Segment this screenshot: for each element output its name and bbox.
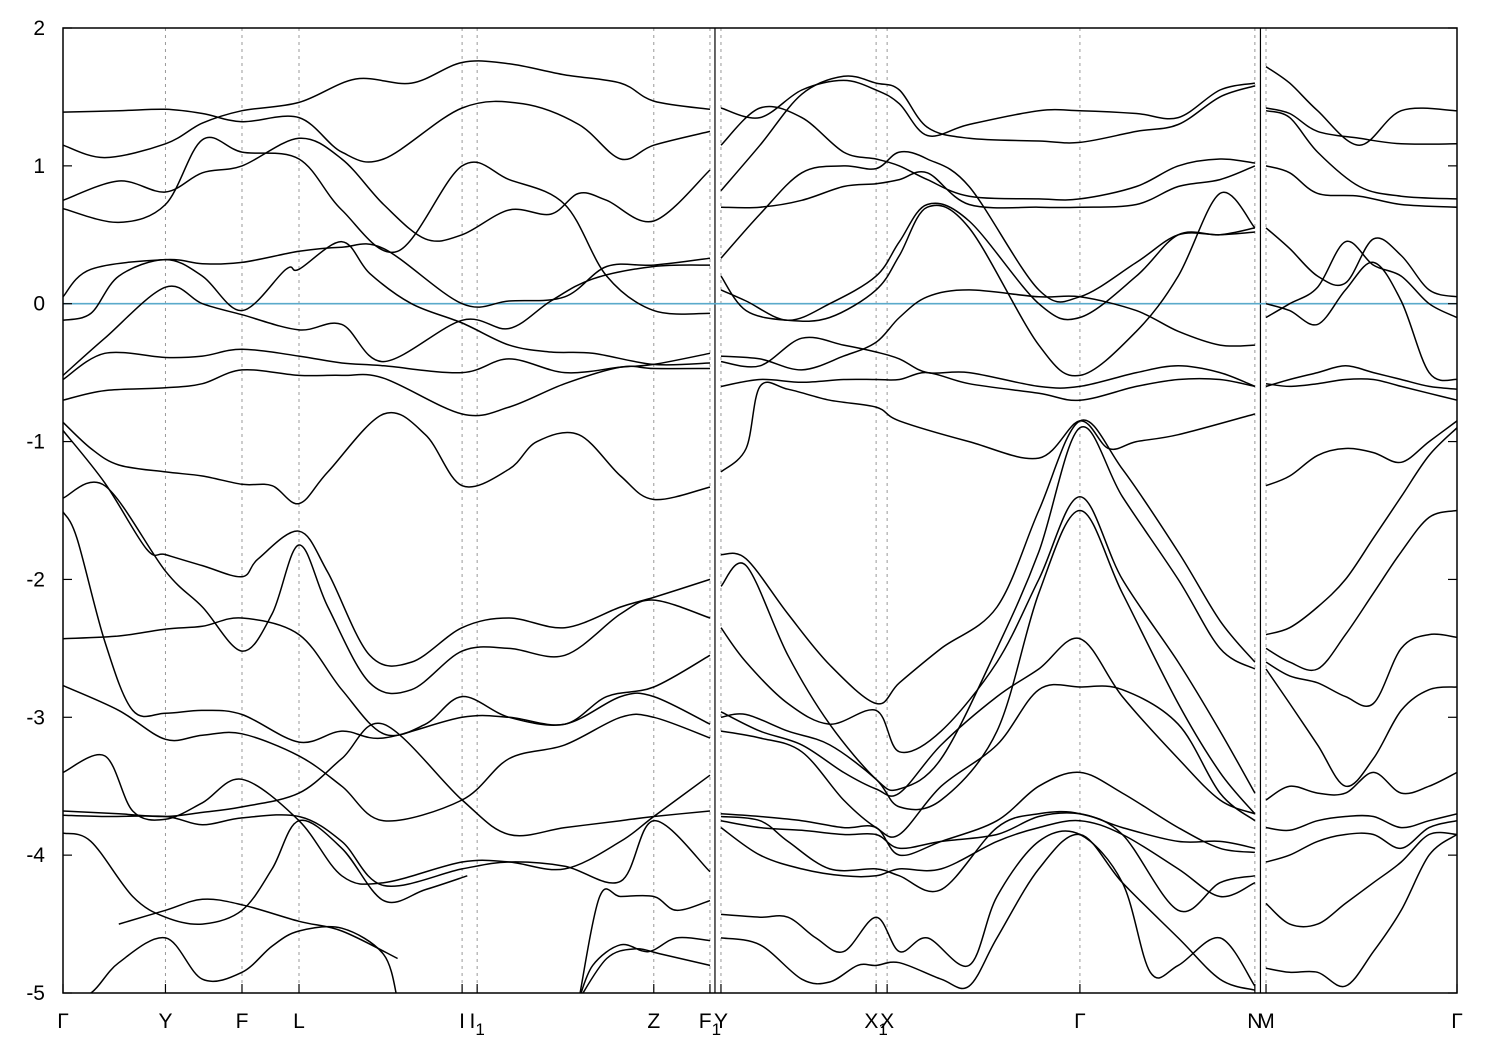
x-tick-label: Γ [1074, 1010, 1086, 1033]
y-axis: 2 1 0 -1 -2 -3 -4 -5 [26, 17, 1457, 1005]
band-line-61 [1265, 668, 1457, 787]
band-line-1 [63, 100, 711, 163]
x-tick-label: Y [158, 1010, 172, 1033]
band-line-8 [63, 348, 711, 381]
band-line-47 [720, 833, 1256, 991]
band-line-50 [1265, 109, 1457, 200]
band-line-40 [720, 637, 1256, 815]
band-line-41 [720, 683, 1256, 838]
y-tick-label: -1 [26, 431, 45, 454]
band-line-64 [1265, 819, 1457, 863]
band-line-19 [63, 819, 468, 926]
band-line-52 [1265, 227, 1457, 298]
band-line-22 [579, 888, 711, 993]
band-line-16 [63, 753, 711, 886]
x-tick-label: X1 [864, 1010, 887, 1039]
band-line-5 [63, 243, 711, 308]
band-line-34 [720, 371, 1256, 402]
y-tick-label: 2 [33, 17, 45, 40]
band-line-42 [720, 771, 1255, 857]
band-line-12 [63, 481, 711, 695]
band-line-11 [63, 430, 711, 667]
band-line-63 [1265, 813, 1457, 832]
band-line-2 [63, 60, 711, 159]
x-tick-label: Γ [1451, 1010, 1463, 1033]
band-line-25 [720, 79, 1256, 137]
band-line-18 [63, 814, 711, 888]
band-line-48 [1265, 65, 1457, 146]
band-line-57 [1265, 420, 1457, 487]
band-line-15 [63, 684, 711, 822]
band-line-24 [582, 948, 711, 993]
y-tick-label: -5 [26, 982, 45, 1005]
band-line-38 [720, 495, 1256, 794]
grid-layer [164, 28, 1267, 993]
band-line-9 [63, 365, 711, 417]
band-line-7 [63, 264, 711, 376]
band-line-30 [720, 202, 1256, 322]
band-line-14 [63, 511, 711, 744]
x-tick-label: Y [714, 1010, 728, 1033]
band-line-32 [720, 289, 1255, 371]
x-tick-label: L [293, 1010, 305, 1033]
x-tick-label: I [459, 1010, 465, 1033]
band-line-17 [63, 722, 711, 837]
plot-frame [62, 27, 1458, 994]
band-line-66 [1265, 833, 1457, 988]
band-line-43 [720, 812, 1256, 850]
y-tick-label: -4 [26, 844, 45, 867]
band-line-36 [720, 419, 1256, 705]
band-line-49 [1265, 107, 1457, 145]
band-line-26 [720, 75, 1256, 192]
x-tick-label: M [1257, 1010, 1275, 1033]
y-tick-label: 1 [33, 155, 45, 178]
y-tick-label: -3 [26, 706, 45, 729]
band-line-21 [118, 898, 398, 960]
band-line-65 [1265, 831, 1457, 928]
series-layer [63, 60, 1457, 993]
y-tick-label: -2 [26, 568, 45, 591]
band-line-3 [63, 137, 711, 242]
band-line-51 [1265, 165, 1457, 208]
band-line-28 [720, 165, 1256, 209]
band-line-35 [720, 381, 1256, 473]
band-line-13 [63, 617, 711, 737]
band-line-6 [63, 240, 711, 366]
band-line-31 [720, 191, 1256, 377]
band-line-46 [720, 830, 1256, 987]
band-line-62 [1265, 771, 1457, 801]
band-line-33 [720, 336, 1256, 389]
band-line-44 [720, 819, 1256, 898]
x-tick-label: X [880, 1010, 894, 1033]
x-tick-label: I1 [470, 1010, 485, 1039]
band-line-39 [720, 509, 1256, 815]
band-line-58 [1265, 427, 1457, 636]
x-tick-label: Z [647, 1010, 660, 1033]
band-line-59 [1265, 509, 1457, 672]
x-tick-label: F1 [699, 1010, 721, 1039]
x-tick-label: N [1247, 1010, 1262, 1033]
band-line-60 [1265, 633, 1457, 708]
band-line-10 [63, 411, 711, 505]
band-line-23 [580, 936, 711, 993]
band-line-29 [720, 150, 1255, 303]
band-line-45 [720, 810, 1256, 913]
band-line-55 [1265, 365, 1457, 390]
band-line-20 [89, 925, 397, 993]
band-line-53 [1265, 240, 1457, 319]
band-line-37 [720, 426, 1256, 792]
x-axis: Γ Y F L I I1 Z F1Y X1X Γ NM Γ [57, 984, 1463, 1039]
band-line-54 [1265, 261, 1457, 382]
x-tick-label: Γ [57, 1010, 69, 1033]
y-tick-label: 0 [33, 293, 45, 316]
band-line-56 [1265, 378, 1457, 401]
x-tick-label: F [236, 1010, 249, 1033]
